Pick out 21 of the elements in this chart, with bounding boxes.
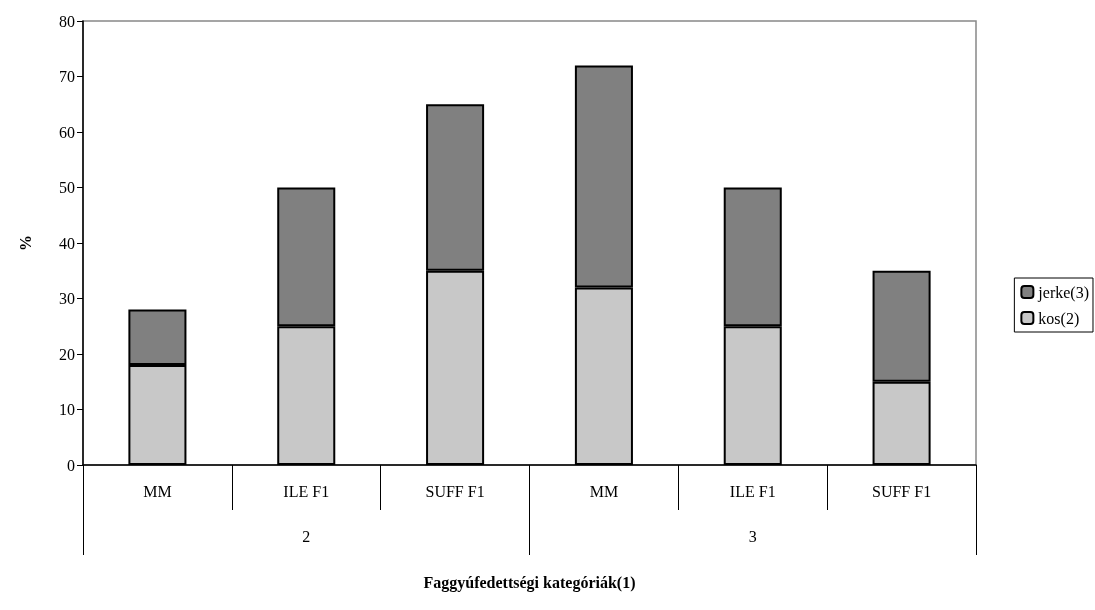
x-tick-label: SUFF F1 — [425, 482, 485, 500]
y-tick-label: 80 — [59, 12, 75, 30]
x-axis-title: Faggyúfedettségi kategóriák(1) — [423, 573, 636, 592]
y-tick-label: 20 — [59, 345, 75, 363]
y-axis-title: % — [16, 235, 34, 251]
x-tick-label: SUFF F1 — [872, 482, 932, 500]
y-tick-label: 0 — [67, 456, 75, 474]
y-tick-label: 70 — [59, 68, 75, 85]
x-tick-label: MM — [589, 482, 619, 500]
y-tick-label: 60 — [59, 123, 75, 141]
x-tick-label: ILE F1 — [283, 482, 330, 500]
y-tick-label: 50 — [59, 179, 75, 196]
x-tick-label: ILE F1 — [729, 482, 776, 500]
x-tick-label: MM — [143, 482, 172, 500]
text: 3 — [748, 527, 757, 545]
y-tick-label: 10 — [59, 401, 75, 418]
text: 2 — [302, 527, 311, 545]
y-tick-label: 40 — [59, 234, 75, 252]
legend-label: kos(2) — [1038, 309, 1080, 328]
y-tick-label: 30 — [59, 290, 75, 307]
legend-label: jerke(3) — [1037, 283, 1090, 302]
